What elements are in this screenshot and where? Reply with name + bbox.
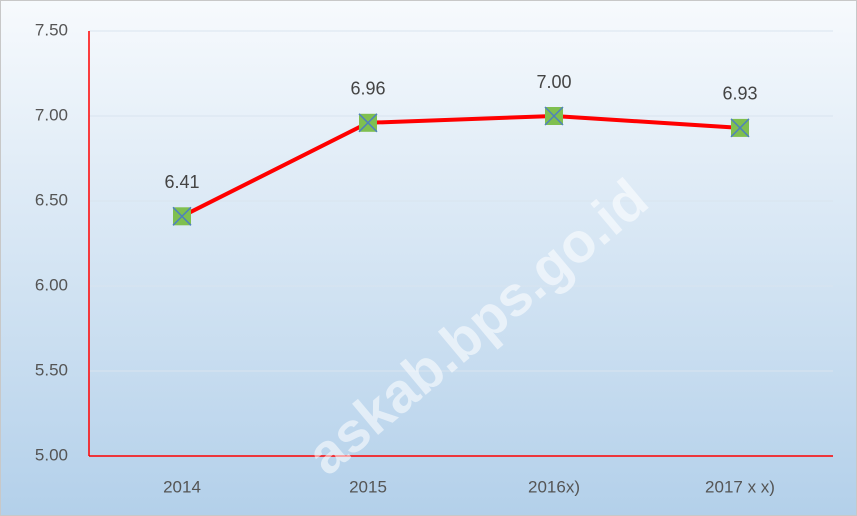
- marker-cross: [544, 106, 564, 126]
- point-marker: [358, 113, 378, 133]
- x-tick-label: 2017 x x): [705, 477, 775, 496]
- x-tick-label: 2014: [163, 477, 201, 496]
- y-tick-label: 7.00: [35, 105, 68, 124]
- data-label: 6.41: [164, 172, 199, 192]
- x-tick-label: 2015: [349, 477, 387, 496]
- point-marker: [730, 118, 750, 138]
- point-marker: [544, 106, 564, 126]
- y-tick-label: 6.50: [35, 190, 68, 209]
- marker-cross: [172, 206, 192, 226]
- y-tick-label: 6.00: [35, 275, 68, 294]
- data-label: 6.93: [722, 84, 757, 104]
- point-marker: [172, 206, 192, 226]
- line-series: [181, 114, 741, 219]
- y-tick-label: 7.50: [35, 20, 68, 39]
- marker-cross: [730, 118, 750, 138]
- data-label: 6.96: [350, 79, 385, 99]
- marker-cross: [358, 113, 378, 133]
- x-tick-label: 2016x): [528, 477, 580, 496]
- data-label: 7.00: [536, 72, 571, 92]
- y-tick-label: 5.00: [35, 445, 68, 464]
- y-tick-label: 5.50: [35, 360, 68, 379]
